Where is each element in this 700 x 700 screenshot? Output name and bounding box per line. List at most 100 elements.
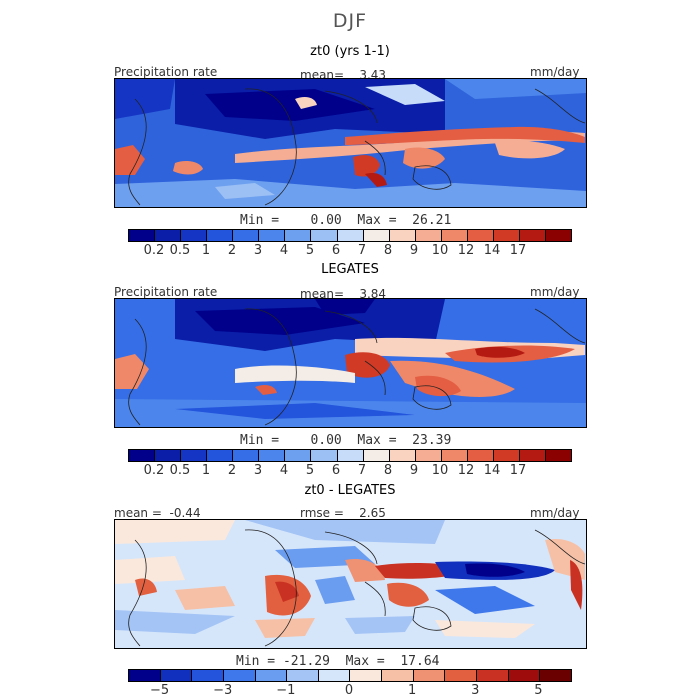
colorbar-swatch (539, 670, 571, 681)
colorbar-swatch (466, 230, 493, 241)
panel-2-colorbar (128, 449, 572, 462)
colorbar-swatch (440, 230, 467, 241)
panel-1-colorbar (128, 229, 572, 242)
colorbar-tick-label: 2 (227, 463, 237, 478)
colorbar-swatch (466, 450, 493, 461)
panel-1-field (115, 79, 586, 207)
panel-3-minmax: Min = -21.29 Max = 17.64 (236, 654, 440, 669)
colorbar-swatch (191, 670, 223, 681)
colorbar-tick-label: −3 (213, 683, 233, 698)
panel-3-heading: zt0 - LEGATES (304, 483, 396, 498)
colorbar-swatch (154, 450, 181, 461)
colorbar-swatch (258, 230, 285, 241)
colorbar-tick-label: 0.5 (169, 463, 191, 478)
colorbar-swatch (286, 670, 318, 681)
colorbar-swatch (414, 230, 441, 241)
colorbar-swatch (388, 450, 415, 461)
colorbar-tick-label: 12 (457, 463, 475, 478)
colorbar-tick-label: 3 (253, 463, 263, 478)
panel-3-map (114, 519, 587, 649)
panel-3-colorbar (128, 669, 572, 682)
colorbar-swatch (159, 670, 192, 681)
panel-1-variable-label: Precipitation rate (114, 65, 218, 79)
colorbar-swatch (129, 670, 160, 681)
colorbar-swatch (232, 450, 259, 461)
colorbar-swatch (180, 230, 207, 241)
colorbar-swatch (154, 230, 181, 241)
colorbar-swatch (362, 230, 389, 241)
colorbar-tick-label: 7 (357, 463, 367, 478)
colorbar-tick-label: 14 (483, 463, 501, 478)
colorbar-tick-label: −5 (149, 683, 170, 698)
panel-1-colorbar-ticks: 0.2 0.5 1 2 3 4 5 6 7 8 9 10 12 14 17 (128, 243, 570, 259)
colorbar-swatch (518, 230, 545, 241)
panel-3-rmse-label: rmse = 2.65 (300, 506, 386, 520)
panel-2-field (115, 299, 586, 427)
colorbar-tick-label: 4 (279, 243, 289, 258)
colorbar-tick-label: 17 (509, 463, 527, 478)
colorbar-swatch (206, 230, 233, 241)
panel-2-map (114, 298, 587, 428)
colorbar-swatch (310, 450, 337, 461)
colorbar-tick-label: 2 (227, 243, 237, 258)
panel-3-colorbar-ticks: −5 −3 −1 0 1 3 5 (128, 683, 570, 699)
panel-1-map (114, 78, 587, 208)
colorbar-swatch (284, 450, 311, 461)
colorbar-swatch (336, 450, 363, 461)
colorbar-swatch (507, 670, 540, 681)
panel-1-units-label: mm/day (530, 65, 580, 79)
colorbar-tick-label: −1 (276, 683, 296, 698)
colorbar-tick-label: 17 (509, 243, 527, 258)
colorbar-tick-label: 3 (253, 243, 263, 258)
colorbar-tick-label: 8 (383, 463, 393, 478)
panel-3-mean-label: mean = -0.44 (114, 506, 201, 520)
page-title: DJF (332, 10, 368, 32)
colorbar-swatch (545, 450, 572, 461)
colorbar-tick-label: 7 (357, 243, 367, 258)
colorbar-tick-label: 1 (201, 243, 211, 258)
panel-2-units-label: mm/day (530, 285, 580, 299)
colorbar-tick-label: 3 (471, 683, 480, 698)
panel-2-colorbar-ticks: 0.2 0.5 1 2 3 4 5 6 7 8 9 10 12 14 17 (128, 463, 570, 479)
colorbar-swatch (412, 670, 445, 681)
colorbar-swatch (381, 670, 413, 681)
colorbar-tick-label: 1 (201, 463, 211, 478)
colorbar-swatch (476, 670, 508, 681)
colorbar-tick-label: 6 (331, 243, 341, 258)
colorbar-tick-label: 0.2 (143, 463, 165, 478)
colorbar-swatch (492, 230, 519, 241)
colorbar-swatch (440, 450, 467, 461)
panel-3-field (115, 520, 586, 648)
colorbar-tick-label: 9 (409, 243, 419, 258)
panel-2-minmax: Min = 0.00 Max = 23.39 (240, 433, 452, 448)
panel-2-variable-label: Precipitation rate (114, 285, 218, 299)
panel-2-mean-label: mean= 3.84 (300, 287, 387, 301)
colorbar-swatch (362, 450, 389, 461)
colorbar-swatch (310, 230, 337, 241)
colorbar-tick-label: 12 (457, 243, 475, 258)
panel-2-heading: LEGATES (321, 262, 379, 277)
colorbar-tick-label: 10 (431, 243, 449, 258)
colorbar-swatch (336, 230, 363, 241)
panel-3-units-label: mm/day (530, 506, 580, 520)
colorbar-swatch (349, 670, 382, 681)
panel-1-minmax: Min = 0.00 Max = 26.21 (240, 213, 452, 228)
colorbar-swatch (492, 450, 519, 461)
colorbar-tick-label: 5 (305, 243, 315, 258)
colorbar-tick-label: 4 (279, 463, 289, 478)
panel-1-heading: zt0 (yrs 1-1) (310, 44, 390, 59)
colorbar-swatch (129, 230, 155, 241)
colorbar-tick-label: 0.2 (143, 243, 165, 258)
colorbar-tick-label: 1 (408, 683, 417, 698)
colorbar-tick-label: 10 (431, 463, 449, 478)
colorbar-swatch (180, 450, 207, 461)
colorbar-swatch (254, 670, 287, 681)
colorbar-swatch (414, 450, 441, 461)
colorbar-tick-label: 8 (383, 243, 393, 258)
colorbar-swatch (232, 230, 259, 241)
colorbar-tick-label: 5 (534, 683, 543, 698)
colorbar-tick-label: 9 (409, 463, 419, 478)
colorbar-swatch (317, 670, 350, 681)
colorbar-tick-label: 14 (483, 243, 501, 258)
colorbar-tick-label: 0.5 (169, 243, 191, 258)
